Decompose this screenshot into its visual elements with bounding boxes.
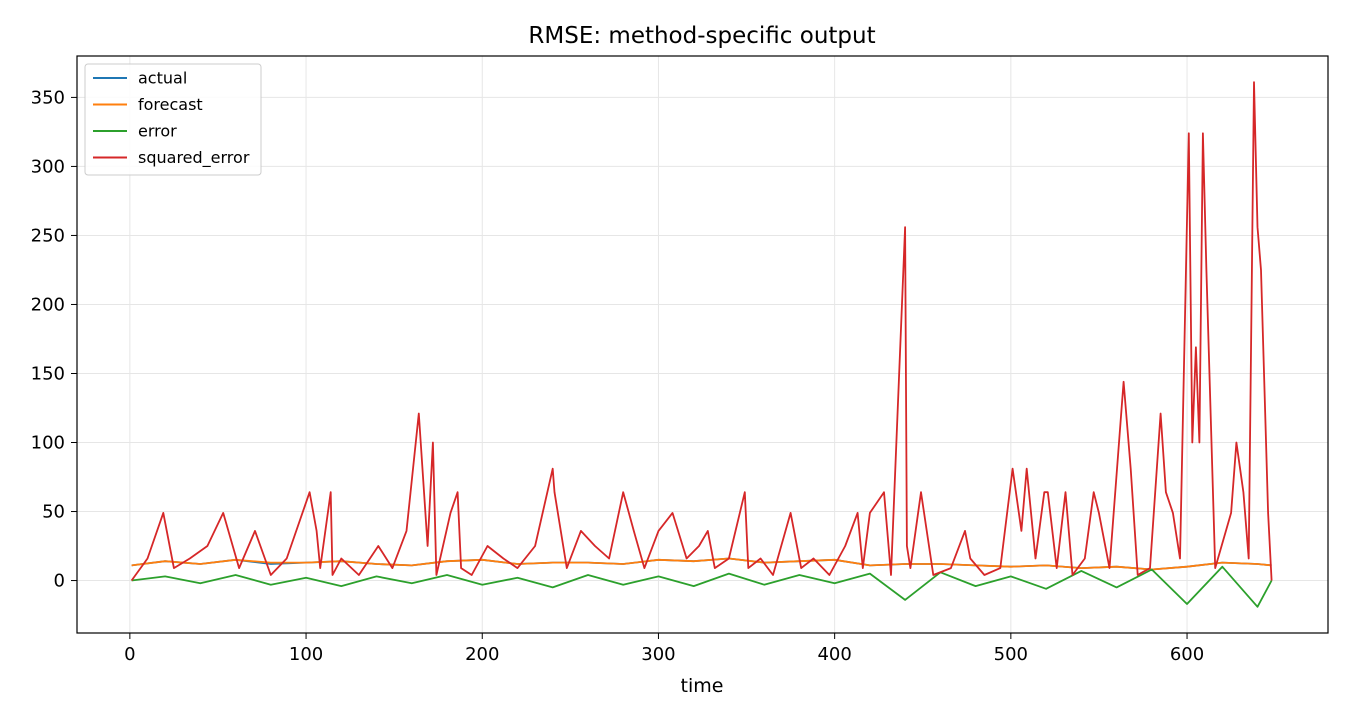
x-tick-label: 300 xyxy=(641,644,675,665)
y-tick-label: 150 xyxy=(31,363,65,384)
y-tick-label: 250 xyxy=(31,225,65,246)
chart-title: RMSE: method-specific output xyxy=(528,23,875,49)
y-tick-label: 0 xyxy=(54,571,65,592)
legend-label: forecast xyxy=(138,95,203,114)
legend: actual forecast error squared_error xyxy=(84,63,262,176)
x-tick-label: 500 xyxy=(994,644,1028,665)
legend-label: actual xyxy=(138,69,187,88)
y-tick-label: 200 xyxy=(31,294,65,315)
legend-items: actual forecast error squared_error xyxy=(93,69,250,168)
series-line-error xyxy=(131,565,1273,608)
y-axis-ticks: 0 50 100 150 200 250 300 350 xyxy=(31,87,77,592)
y-tick-label: 350 xyxy=(31,87,65,108)
x-axis-label: time xyxy=(681,675,724,697)
x-tick-label: 100 xyxy=(289,644,323,665)
legend-box xyxy=(84,63,262,176)
x-tick-label: 0 xyxy=(124,644,135,665)
series-lines xyxy=(130,81,1273,608)
x-tick-label: 400 xyxy=(817,644,851,665)
series-line-squared-error xyxy=(130,81,1273,582)
series-line-forecast xyxy=(131,557,1272,571)
plot-background xyxy=(77,56,1328,633)
plot-frame xyxy=(76,55,1329,634)
y-tick-label: 50 xyxy=(42,502,65,523)
x-tick-label: 600 xyxy=(1170,644,1204,665)
x-axis-ticks: 0 100 200 300 400 500 600 xyxy=(124,633,1204,665)
legend-label: squared_error xyxy=(138,148,250,168)
y-tick-label: 300 xyxy=(31,156,65,177)
y-tick-label: 100 xyxy=(31,433,65,454)
legend-label: error xyxy=(138,122,177,141)
x-tick-label: 200 xyxy=(465,644,499,665)
